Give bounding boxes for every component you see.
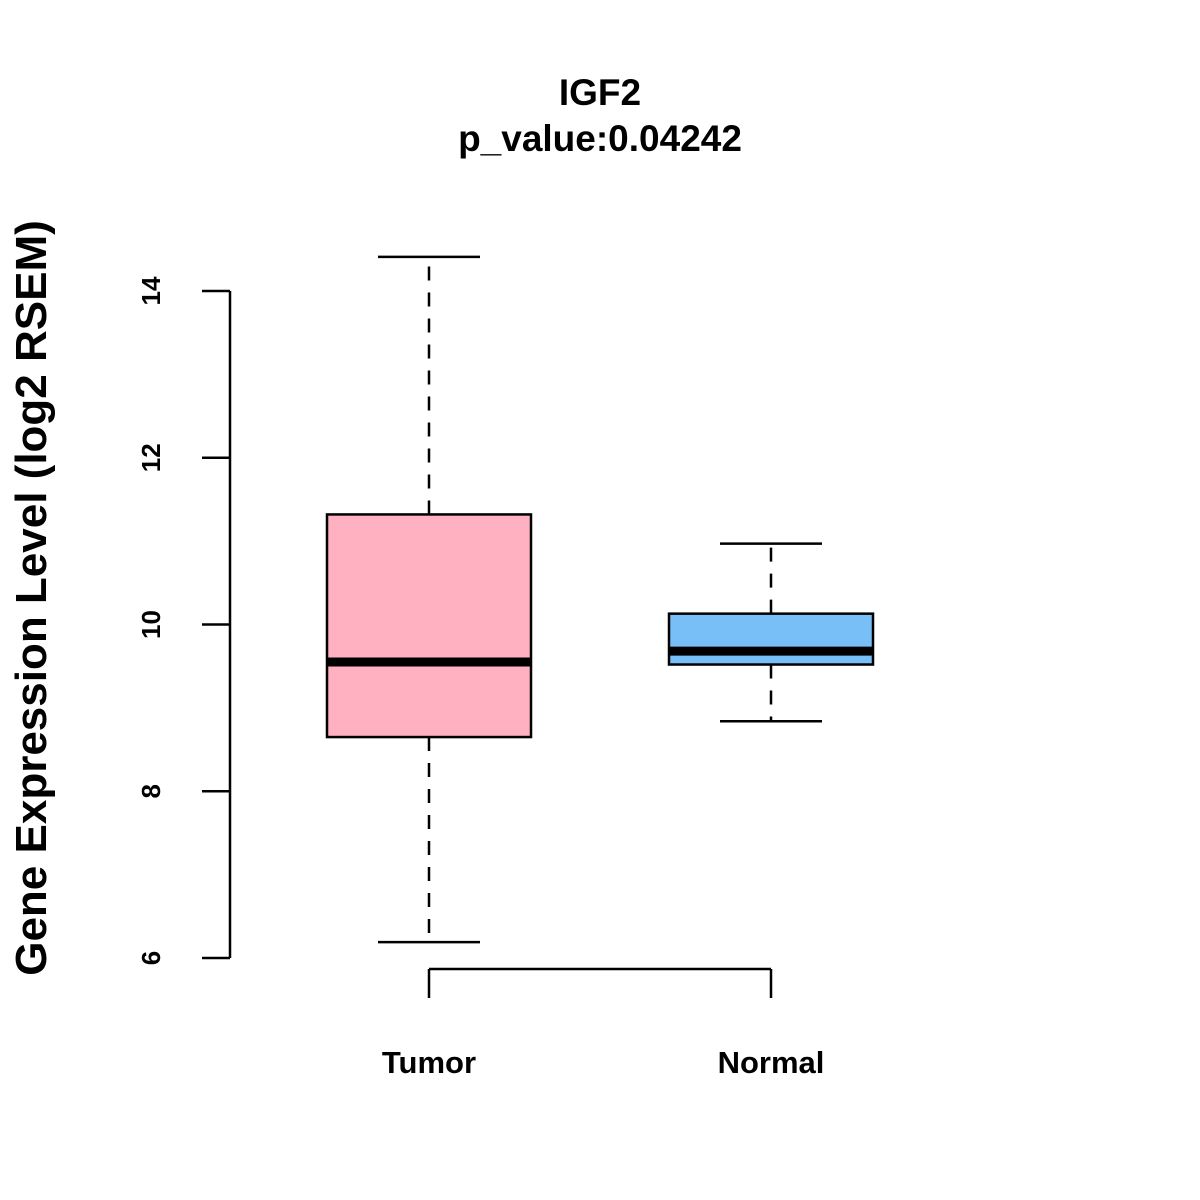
category-labels: Tumor Normal [382, 1045, 824, 1080]
chart-title: IGF2 [559, 72, 641, 113]
y-axis: 6 8 10 12 14 [136, 276, 232, 965]
chart-subtitle: p_value:0.04242 [458, 118, 742, 159]
group-bracket [427, 967, 773, 998]
y-tick-label: 6 [136, 951, 166, 965]
y-tick-label: 8 [136, 784, 166, 798]
box-group-normal [667, 542, 875, 723]
category-label-tumor: Tumor [382, 1045, 476, 1080]
y-tick-label: 12 [136, 443, 166, 472]
iqr-box [667, 612, 875, 666]
box-group-tumor [325, 255, 533, 944]
category-label-normal: Normal [718, 1045, 825, 1080]
y-tick-label: 14 [136, 276, 166, 305]
y-axis-label: Gene Expression Level (log2 RSEM) [7, 220, 56, 976]
iqr-box [325, 513, 533, 739]
y-tick-label: 10 [136, 610, 166, 639]
boxes [325, 255, 875, 944]
